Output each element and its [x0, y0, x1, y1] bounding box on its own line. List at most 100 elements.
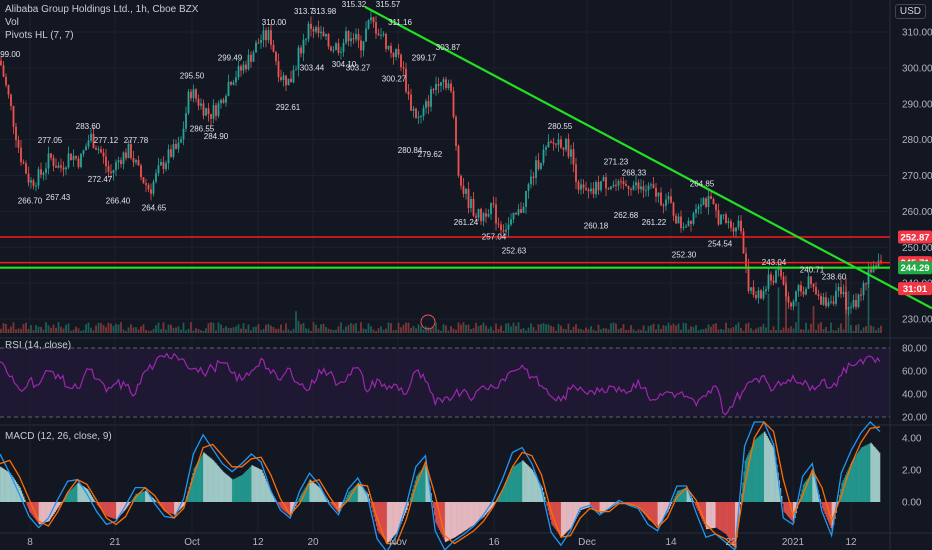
volume-bar: [517, 322, 520, 333]
candle-body: [327, 34, 330, 47]
candle-body: [117, 160, 120, 163]
volume-bar: [542, 323, 545, 333]
macd-histogram-bar: [166, 502, 169, 513]
macd-histogram-bar: [407, 502, 409, 506]
pivot-high-label: 283.60: [76, 122, 101, 131]
macd-histogram-bar: [174, 502, 176, 515]
macd-histogram-bar: [508, 474, 511, 502]
volume-bar: [130, 324, 132, 333]
event-marker: [420, 314, 436, 330]
candle-body: [540, 162, 542, 169]
y-tick-label: 260.00: [902, 207, 932, 218]
macd-histogram-bar: [187, 491, 189, 502]
macd-histogram-bar: [598, 502, 600, 513]
macd-histogram-bar: [377, 502, 379, 531]
macd-histogram-bar: [476, 502, 478, 523]
macd-histogram-bar: [528, 466, 530, 502]
macd-histogram-bar: [823, 502, 825, 512]
macd-histogram-bar: [365, 491, 367, 502]
macd-histogram-bar: [139, 492, 141, 502]
volume-bar: [382, 329, 385, 333]
macd-histogram-bar: [352, 487, 355, 502]
candle-body: [477, 208, 480, 218]
macd-histogram-bar: [490, 502, 493, 508]
volume-bar: [70, 330, 72, 333]
macd-histogram-bar: [832, 502, 835, 525]
macd-histogram-bar: [21, 493, 24, 502]
macd-histogram-bar: [523, 461, 525, 502]
macd-histogram-bar: [785, 502, 788, 515]
macd-histogram-bar: [101, 502, 104, 511]
volume-bar: [647, 326, 650, 333]
volume-bar: [660, 329, 662, 333]
macd-histogram-bar: [22, 496, 25, 502]
currency-button[interactable]: USD: [894, 4, 926, 19]
macd-histogram-bar: [317, 486, 320, 502]
candle-body: [237, 66, 240, 78]
volume-bar: [67, 323, 70, 333]
y-tick-label: 300.00: [902, 63, 932, 74]
candle-body: [212, 105, 215, 119]
candle-body: [315, 27, 317, 32]
price-tag-label: 244.29: [900, 263, 929, 274]
candle-body: [235, 77, 237, 83]
volume-bar: [602, 327, 605, 333]
macd-histogram-bar: [514, 465, 517, 502]
candle-body: [670, 196, 672, 203]
macd-histogram-bar: [789, 502, 791, 519]
candle-body: [17, 140, 20, 148]
volume-bar: [445, 325, 447, 333]
macd-histogram-bar: [36, 502, 38, 522]
candle-body: [687, 220, 690, 227]
candle-body: [595, 182, 597, 195]
volume-bar: [415, 328, 417, 333]
macd-histogram-bar: [531, 470, 534, 502]
volume-bar: [42, 329, 45, 333]
candle-body: [705, 198, 707, 207]
volume-bar: [202, 330, 205, 333]
volume-bar: [347, 325, 350, 333]
macd-histogram-bar: [361, 487, 363, 502]
price-tag-box: [898, 261, 932, 275]
volume-bar: [165, 329, 167, 333]
volume-bar: [807, 329, 810, 333]
volume-bar: [635, 330, 637, 333]
candle-body: [185, 113, 187, 129]
macd-histogram-bar: [570, 502, 573, 528]
pivot-low-label: 266.70: [18, 196, 43, 205]
candle-body: [590, 188, 592, 192]
volume-bar: [472, 327, 475, 333]
macd-histogram-bar: [656, 502, 658, 526]
candle-body: [817, 294, 820, 296]
pivot-high-label: 303.87: [436, 43, 461, 52]
macd-histogram-bar: [635, 502, 638, 507]
pivot-low-label: 284.90: [204, 132, 229, 141]
macd-histogram-bar: [518, 462, 521, 502]
macd-histogram-bar: [199, 458, 201, 502]
volume-bar: [210, 322, 212, 333]
macd-histogram-bar: [95, 502, 97, 504]
macd-histogram-bar: [42, 502, 44, 524]
macd-histogram-bar: [867, 444, 870, 502]
macd-histogram-bar: [664, 502, 667, 516]
volume-bar: [412, 325, 415, 333]
volume-bar: [72, 329, 75, 333]
macd-histogram-bar: [616, 502, 618, 504]
macd-histogram-bar: [611, 502, 614, 507]
macd-histogram-bar: [452, 502, 454, 539]
volume-bar: [395, 329, 397, 333]
macd-histogram-bar: [66, 494, 68, 502]
candle-body: [465, 188, 467, 194]
volume-bar: [22, 324, 25, 333]
volume-bar: [55, 327, 57, 333]
macd-histogram-bar: [774, 457, 777, 502]
candle-body: [725, 214, 727, 223]
macd-histogram-bar: [54, 502, 56, 513]
volume-bar: [350, 323, 352, 333]
candle-body: [205, 108, 207, 116]
macd-histogram-bar: [85, 488, 88, 502]
volume-bar: [330, 329, 332, 333]
volume-bar: [320, 324, 322, 333]
volume-bar: [115, 323, 117, 333]
pivot-low-label: 254.54: [708, 239, 733, 248]
